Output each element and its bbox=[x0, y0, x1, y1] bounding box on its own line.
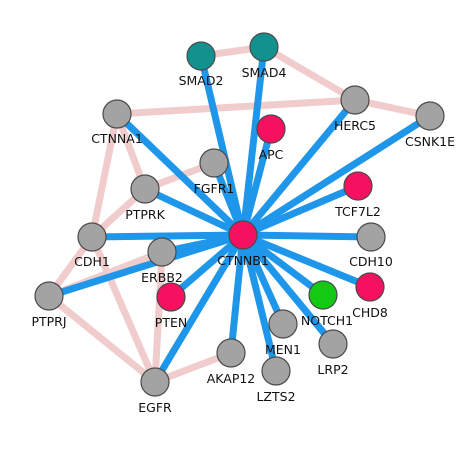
node-ctnna1[interactable]: CTNNA1 bbox=[91, 100, 143, 146]
node-circle-ctnna1[interactable] bbox=[103, 100, 131, 128]
node-label-chd8: CHD8 bbox=[352, 305, 388, 320]
node-label-akap12: AKAP12 bbox=[207, 371, 256, 386]
node-circle-erbb2[interactable] bbox=[148, 238, 176, 266]
node-egfr[interactable]: EGFR bbox=[138, 368, 172, 415]
node-circle-pten[interactable] bbox=[157, 283, 185, 311]
node-circle-notch1[interactable] bbox=[309, 281, 337, 309]
node-circle-egfr[interactable] bbox=[141, 368, 169, 396]
edge-ctnnb1-cdh10 bbox=[243, 235, 371, 237]
node-label-erbb2: ERBB2 bbox=[141, 270, 183, 285]
node-circle-tcf7l2[interactable] bbox=[344, 172, 372, 200]
node-label-egfr: EGFR bbox=[138, 400, 172, 415]
node-circle-fgfr1[interactable] bbox=[200, 149, 228, 177]
node-label-ptprk: PTPRK bbox=[125, 207, 165, 222]
node-label-fgfr1: FGFR1 bbox=[194, 181, 235, 196]
node-label-cdh10: CDH10 bbox=[349, 254, 393, 269]
node-label-lrp2: LRP2 bbox=[317, 362, 348, 377]
node-circle-akap12[interactable] bbox=[217, 339, 245, 367]
node-label-apc: APC bbox=[259, 147, 284, 162]
node-circle-csnk1e[interactable] bbox=[416, 102, 444, 130]
node-circle-chd8[interactable] bbox=[356, 273, 384, 301]
node-label-ptprj: PTPRJ bbox=[31, 314, 66, 329]
node-label-ctnna1: CTNNA1 bbox=[91, 131, 143, 146]
node-label-smad2: SMAD2 bbox=[179, 73, 224, 88]
node-label-herc5: HERC5 bbox=[334, 118, 376, 133]
node-label-tcf7l2: TCF7L2 bbox=[334, 204, 381, 219]
node-cdh10[interactable]: CDH10 bbox=[349, 223, 393, 269]
node-circle-cdh1[interactable] bbox=[78, 223, 106, 251]
node-label-pten: PTEN bbox=[155, 315, 187, 330]
node-circle-apc[interactable] bbox=[257, 115, 285, 143]
node-layer: SMAD2 SMAD4 HERC5 CSNK1E CTNNA1 APC FGFR1 TCF7L… bbox=[31, 33, 455, 415]
node-circle-herc5[interactable] bbox=[341, 86, 369, 114]
node-lrp2[interactable]: LRP2 bbox=[317, 330, 348, 377]
node-label-notch1: NOTCH1 bbox=[301, 313, 353, 328]
node-cdh1[interactable]: CDH1 bbox=[74, 223, 110, 269]
node-circle-ptprk[interactable] bbox=[131, 175, 159, 203]
node-circle-cdh10[interactable] bbox=[357, 223, 385, 251]
node-circle-ptprj[interactable] bbox=[35, 282, 63, 310]
edge-ctnna1-herc5 bbox=[117, 100, 355, 114]
node-circle-smad4[interactable] bbox=[250, 33, 278, 61]
node-apc[interactable]: APC bbox=[257, 115, 285, 162]
node-chd8[interactable]: CHD8 bbox=[352, 273, 388, 320]
node-circle-lzts2[interactable] bbox=[262, 357, 290, 385]
node-circle-lrp2[interactable] bbox=[319, 330, 347, 358]
node-circle-smad2[interactable] bbox=[187, 42, 215, 70]
node-label-cdh1: CDH1 bbox=[74, 254, 110, 269]
node-label-ctnnb1: CTNNB1 bbox=[217, 253, 269, 268]
node-lzts2[interactable]: LZTS2 bbox=[256, 357, 295, 404]
node-label-men1: MEN1 bbox=[265, 342, 301, 357]
node-label-lzts2: LZTS2 bbox=[256, 389, 295, 404]
node-label-csnk1e: CSNK1E bbox=[405, 134, 455, 149]
node-circle-ctnnb1[interactable] bbox=[229, 221, 257, 249]
node-circle-men1[interactable] bbox=[269, 310, 297, 338]
node-label-smad4: SMAD4 bbox=[242, 65, 287, 80]
node-smad2[interactable]: SMAD2 bbox=[179, 42, 224, 88]
